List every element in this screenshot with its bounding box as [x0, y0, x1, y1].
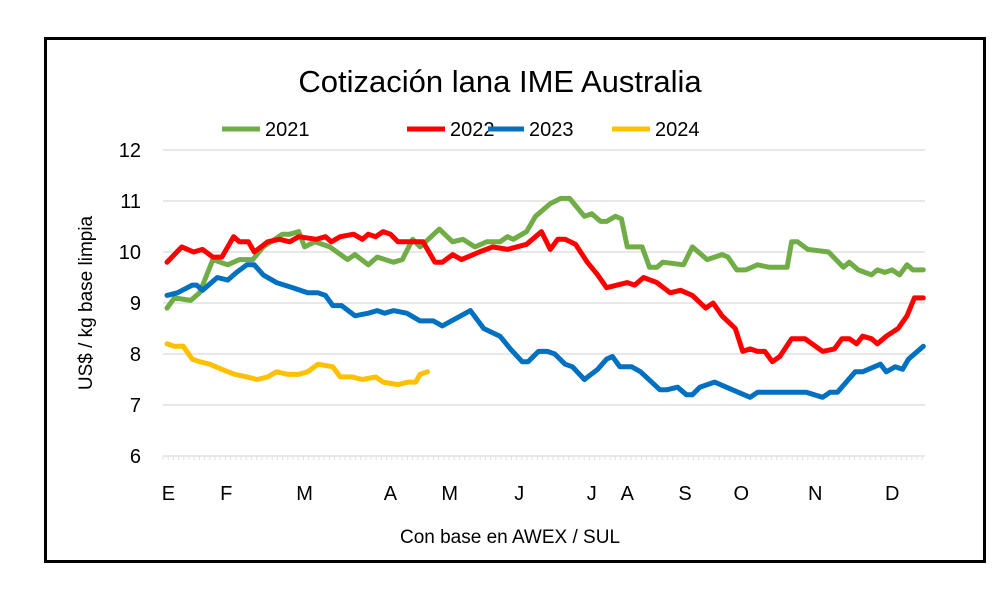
x-axis-label: Con base en AWEX / SUL	[400, 527, 620, 548]
x-tick-label: N	[808, 483, 822, 505]
y-tick-label: 10	[119, 242, 141, 264]
y-tick-label: 6	[130, 446, 141, 468]
legend-label: 2021	[265, 119, 310, 141]
chart-frame	[44, 37, 986, 563]
legend-label: 2024	[655, 119, 700, 141]
series-line-2022	[164, 229, 926, 365]
x-tick-label: F	[220, 483, 232, 505]
series-line-2023	[164, 262, 926, 400]
x-tick-label: A	[384, 483, 398, 505]
legend-label: 2022	[450, 119, 495, 141]
x-tick-label: O	[733, 483, 749, 505]
y-tick-label: 11	[120, 191, 141, 213]
y-tick-label: 8	[130, 344, 141, 366]
series-lines	[164, 195, 926, 400]
y-tick-label: 7	[130, 395, 141, 417]
x-tick-label: S	[678, 483, 691, 505]
x-tick-label: A	[621, 483, 635, 505]
x-tick-label: J	[587, 483, 597, 505]
series-line-2024	[164, 341, 430, 388]
y-axis-ticks: 6 7 8 9 10 11 12	[119, 140, 141, 468]
legend: 2021 2022 2023 2024	[222, 119, 700, 141]
x-tick-label: M	[441, 483, 458, 505]
gridlines	[163, 149, 925, 406]
x-tick-label: M	[296, 483, 313, 505]
x-tick-label: E	[162, 483, 175, 505]
legend-label: 2023	[529, 119, 574, 141]
y-axis-label: US$ / kg base limpia	[76, 215, 97, 390]
x-tick-label: J	[514, 483, 524, 505]
series-line-2021	[164, 195, 926, 311]
chart-title: Cotización lana IME Australia	[298, 64, 702, 99]
y-tick-label: 9	[130, 293, 141, 315]
x-tick-label: D	[885, 483, 899, 505]
y-tick-label: 12	[119, 140, 141, 162]
